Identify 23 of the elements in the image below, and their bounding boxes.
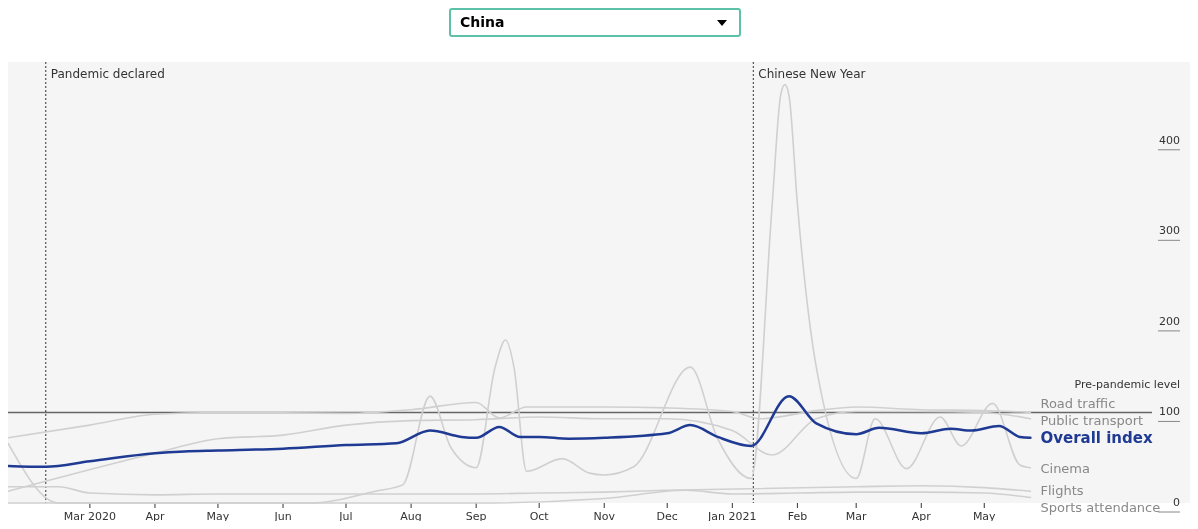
x-tick-label: Mar 2020: [63, 510, 116, 523]
series-label: Road traffic: [1040, 396, 1116, 412]
line-series: [8, 394, 1032, 469]
ref-line-label: Pandemic declared: [50, 67, 165, 81]
y-tick-label: 400: [1159, 133, 1180, 147]
series-label: Cinema: [1040, 460, 1090, 476]
y-tick-label: 200: [1159, 314, 1180, 328]
line-series: [8, 83, 1032, 504]
y-tick-label: 100: [1159, 405, 1180, 419]
series-label: Public transport: [1040, 413, 1144, 429]
x-tick-label: Nov: [593, 510, 616, 523]
series-label: Sports attendance: [1040, 500, 1161, 515]
x-tick-label: Oct: [529, 510, 550, 523]
series-label: Overall index: [1040, 428, 1153, 447]
x-tick-label: Mar: [845, 510, 868, 523]
series-label: Flights: [1040, 483, 1084, 498]
x-tick-label: Feb: [787, 510, 808, 523]
x-tick-label: Dec: [656, 510, 678, 523]
ref-line-label: Pre-pandemic level: [1074, 378, 1180, 392]
y-tick-label: 0: [1173, 496, 1180, 509]
dropdown: China: [449, 8, 741, 37]
ref-line-label: Chinese New Year: [758, 67, 866, 81]
y-tick-label: 300: [1159, 224, 1180, 238]
